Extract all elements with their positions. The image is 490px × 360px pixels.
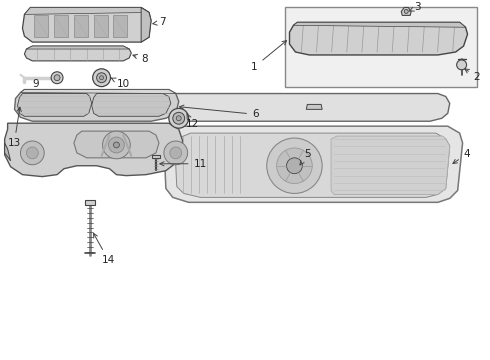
Circle shape (99, 76, 103, 80)
Circle shape (277, 148, 312, 184)
Polygon shape (164, 126, 463, 202)
Circle shape (176, 116, 181, 121)
Text: 3: 3 (409, 3, 421, 13)
Polygon shape (24, 8, 149, 14)
Polygon shape (21, 90, 176, 94)
Polygon shape (290, 22, 467, 55)
Text: 14: 14 (94, 233, 115, 265)
Circle shape (173, 112, 185, 124)
Circle shape (51, 72, 63, 84)
Polygon shape (165, 94, 450, 121)
Circle shape (21, 141, 44, 165)
Circle shape (102, 131, 130, 159)
Polygon shape (152, 155, 160, 158)
Circle shape (164, 141, 188, 165)
Bar (114, 15, 127, 37)
Circle shape (267, 138, 322, 193)
Text: 13: 13 (8, 107, 21, 148)
Text: 4: 4 (453, 149, 470, 163)
Circle shape (93, 69, 110, 87)
Bar (34, 15, 48, 37)
Polygon shape (15, 90, 179, 121)
Text: 11: 11 (160, 159, 207, 169)
Polygon shape (331, 136, 450, 194)
Circle shape (97, 73, 106, 83)
Bar (285, 8, 477, 87)
Text: 6: 6 (180, 105, 259, 119)
Text: 2: 2 (465, 69, 480, 82)
Polygon shape (18, 94, 92, 116)
Circle shape (54, 75, 60, 81)
Text: 7: 7 (153, 17, 166, 27)
Polygon shape (23, 8, 151, 42)
Text: 8: 8 (133, 54, 148, 64)
Text: 12: 12 (186, 114, 199, 129)
Polygon shape (26, 46, 129, 49)
Polygon shape (4, 123, 183, 177)
Polygon shape (401, 8, 411, 15)
Polygon shape (306, 104, 322, 109)
Circle shape (26, 147, 38, 159)
Circle shape (287, 158, 302, 174)
Polygon shape (24, 46, 131, 61)
Circle shape (108, 137, 124, 153)
Polygon shape (141, 8, 151, 42)
Text: 1: 1 (251, 41, 287, 72)
Polygon shape (74, 131, 159, 158)
Circle shape (169, 108, 189, 128)
Bar (54, 15, 68, 37)
Circle shape (170, 147, 182, 159)
Polygon shape (294, 22, 466, 27)
Polygon shape (85, 201, 95, 205)
Circle shape (404, 9, 408, 13)
Bar (94, 15, 107, 37)
Text: 5: 5 (300, 149, 311, 165)
Bar (74, 15, 88, 37)
Circle shape (457, 60, 466, 70)
Polygon shape (4, 143, 11, 161)
Polygon shape (92, 94, 171, 116)
Polygon shape (175, 133, 450, 197)
Text: 9: 9 (32, 78, 39, 89)
Circle shape (114, 142, 120, 148)
Text: 10: 10 (111, 78, 129, 89)
